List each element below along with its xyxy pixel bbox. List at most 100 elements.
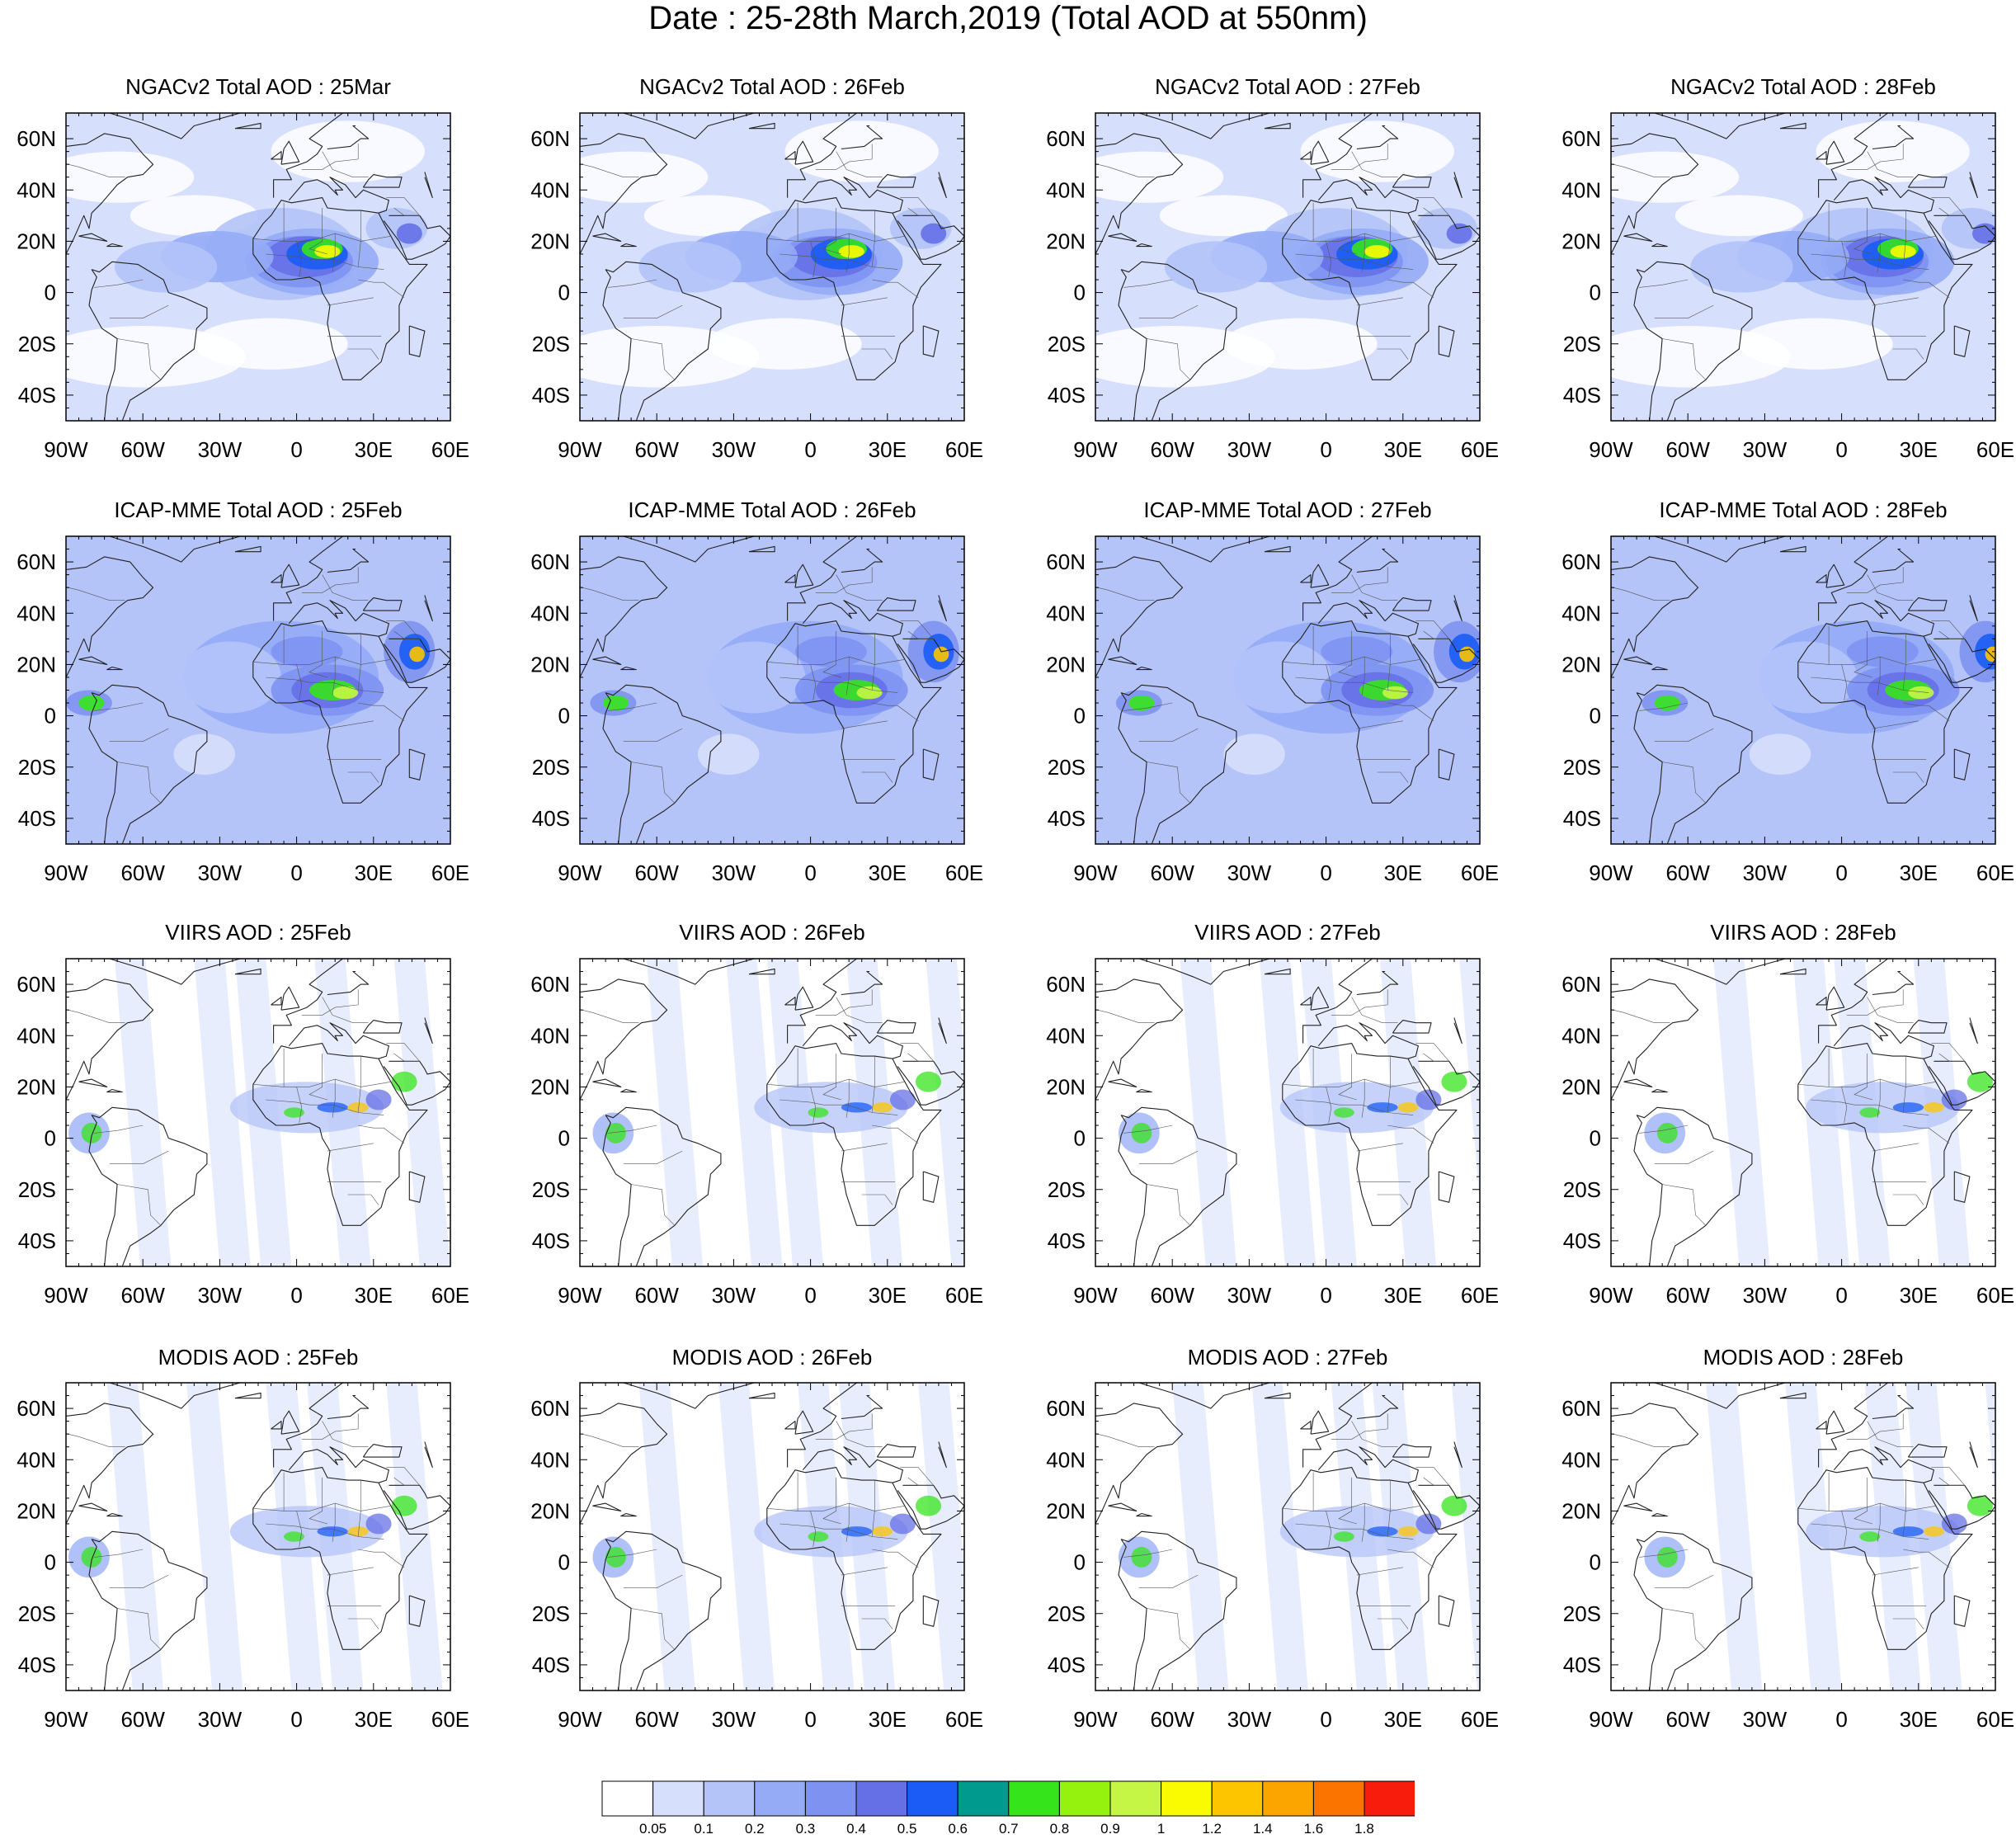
country-border xyxy=(1138,1150,1199,1164)
coastline xyxy=(787,113,888,198)
country-border xyxy=(358,702,405,722)
country-border xyxy=(1361,657,1365,696)
lon-tick-label: 0 xyxy=(1835,437,1847,462)
coastline xyxy=(1651,1512,1668,1517)
lat-tick-label: 40N xyxy=(530,1023,570,1048)
country-border xyxy=(1326,241,1332,277)
lon-tick-label: 60W xyxy=(1665,1707,1710,1732)
coastline xyxy=(802,1022,903,1059)
lon-tick-label: 60E xyxy=(431,437,469,462)
country-border xyxy=(1387,1549,1434,1568)
colorbar-swatch xyxy=(754,1780,806,1817)
lat-tick-label: 40S xyxy=(1563,806,1601,831)
aod-field xyxy=(1321,636,1393,667)
aod-field xyxy=(1890,245,1916,258)
coastline xyxy=(1264,968,1291,975)
coastline xyxy=(1310,986,1330,1011)
coastline xyxy=(1300,1421,1312,1430)
lon-tick-label: 60W xyxy=(1150,861,1194,885)
aod-field xyxy=(1985,646,1995,663)
aod-map: 90W 60W 30W 0 30E 60E 60N 40N 20N 0 20S 40S xyxy=(530,958,983,1308)
country-border xyxy=(109,1150,169,1164)
country-border xyxy=(266,677,384,693)
lat-tick-label: 20N xyxy=(1046,229,1086,253)
coastline xyxy=(1302,113,1403,198)
coastline xyxy=(1611,133,1699,255)
aod-field xyxy=(1859,1531,1881,1542)
coastline xyxy=(109,113,241,139)
lon-tick-label: 30W xyxy=(712,1283,756,1308)
swath-band xyxy=(726,959,783,1266)
colorbar-label: 0.1 xyxy=(694,1821,714,1837)
aod-field xyxy=(1967,1495,1993,1516)
lon-tick-label: 30W xyxy=(1743,861,1788,885)
lon-tick-label: 90W xyxy=(558,861,602,885)
country-border xyxy=(780,253,898,270)
swath-band xyxy=(646,959,704,1266)
coastline xyxy=(271,574,282,583)
lon-tick-label: 60W xyxy=(120,1707,165,1732)
coastline xyxy=(794,986,814,1011)
country-border xyxy=(861,1618,893,1629)
coastline xyxy=(1797,1043,1973,1226)
coastline xyxy=(922,748,940,780)
lat-tick-label: 20N xyxy=(16,652,56,677)
coastline xyxy=(273,1383,374,1468)
colorbar-swatch xyxy=(1058,1780,1111,1817)
country-border xyxy=(1846,1413,1904,1440)
lat-tick-label: 20N xyxy=(1561,652,1601,677)
coastline xyxy=(66,556,154,678)
lon-tick-label: 60E xyxy=(431,861,469,885)
lat-tick-label: 40S xyxy=(18,1228,56,1253)
aod-field xyxy=(1408,741,1460,793)
lon-tick-label: 30E xyxy=(1900,1707,1938,1732)
lon-tick-label: 60W xyxy=(120,861,165,885)
country-border xyxy=(332,1079,336,1118)
aod-field xyxy=(1656,1546,1678,1568)
lon-tick-label: 60W xyxy=(1665,437,1710,462)
country-border xyxy=(1138,1574,1199,1588)
lat-tick-label: 60N xyxy=(530,549,570,574)
coastline xyxy=(1136,1088,1152,1093)
aod-field xyxy=(1806,1506,1960,1558)
lat-tick-label: 20N xyxy=(1561,1074,1601,1099)
country-border xyxy=(66,1433,125,1447)
coastline xyxy=(1438,748,1455,780)
country-border xyxy=(872,1549,919,1568)
aod-map: 90W 60W 30W 0 30E 60E 60N 40N 20N 0 20S 40S xyxy=(1561,958,2014,1308)
coastline xyxy=(1816,574,1827,583)
lon-tick-label: 60E xyxy=(1461,1283,1499,1308)
colorbar-label: 1 xyxy=(1156,1821,1166,1837)
coastline xyxy=(78,1502,108,1511)
lon-tick-label: 0 xyxy=(1320,861,1331,885)
lat-tick-label: 0 xyxy=(45,281,56,305)
country-border xyxy=(1867,151,1914,177)
country-border xyxy=(327,297,374,306)
coastline xyxy=(424,595,433,622)
aod-field xyxy=(78,695,105,711)
coastline xyxy=(288,1446,389,1483)
coastline xyxy=(1138,113,1270,139)
coastline xyxy=(362,1444,403,1458)
coastline xyxy=(271,997,282,1006)
coastline xyxy=(88,1530,208,1690)
coastline xyxy=(1282,1043,1458,1226)
coastline xyxy=(1264,122,1291,130)
country-border xyxy=(301,1413,359,1440)
aod-field xyxy=(1367,1526,1398,1537)
country-border xyxy=(1903,702,1950,722)
country-border xyxy=(357,1056,361,1113)
panel-title: MODIS AOD : 27Feb xyxy=(1187,1345,1388,1370)
coastline xyxy=(1651,243,1668,248)
lon-tick-label: 30E xyxy=(1384,1283,1422,1308)
lat-tick-label: 40S xyxy=(1563,1228,1601,1253)
country-border xyxy=(322,997,369,1023)
country-border xyxy=(1361,1503,1365,1542)
country-border xyxy=(1138,304,1199,318)
coastline xyxy=(1136,666,1152,671)
coastline xyxy=(288,177,389,214)
lat-tick-label: 40N xyxy=(530,177,570,202)
lon-tick-label: 30W xyxy=(1743,1283,1788,1308)
country-border xyxy=(815,144,873,170)
country-border xyxy=(322,574,369,601)
